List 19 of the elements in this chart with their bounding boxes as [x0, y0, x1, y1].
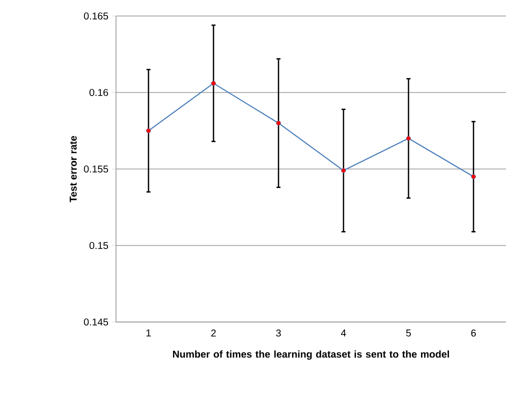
point — [146, 128, 151, 134]
point — [341, 168, 346, 173]
y-axis-title: Test error rate — [70, 136, 77, 202]
point — [276, 120, 281, 126]
y-tick-label: 0.15 — [89, 242, 108, 250]
x-tick-label: 3 — [276, 330, 281, 337]
y-tick-label: 0.145 — [84, 318, 108, 326]
x-tick-label: 1 — [146, 330, 151, 336]
y-tick-label: 0.16 — [89, 88, 108, 96]
point — [211, 80, 216, 86]
x-tick-label: 5 — [406, 330, 411, 336]
point — [406, 136, 411, 141]
x-tick-label: 6 — [471, 330, 476, 337]
y-tick-label: 0.165 — [84, 12, 108, 20]
x-tick-label: 4 — [340, 330, 346, 336]
x-tick-label: 2 — [211, 330, 216, 336]
y-tick-label: 0.155 — [84, 165, 108, 173]
point — [471, 174, 476, 180]
x-axis-title: Number of times the learning dataset is sent to the model — [173, 350, 449, 360]
